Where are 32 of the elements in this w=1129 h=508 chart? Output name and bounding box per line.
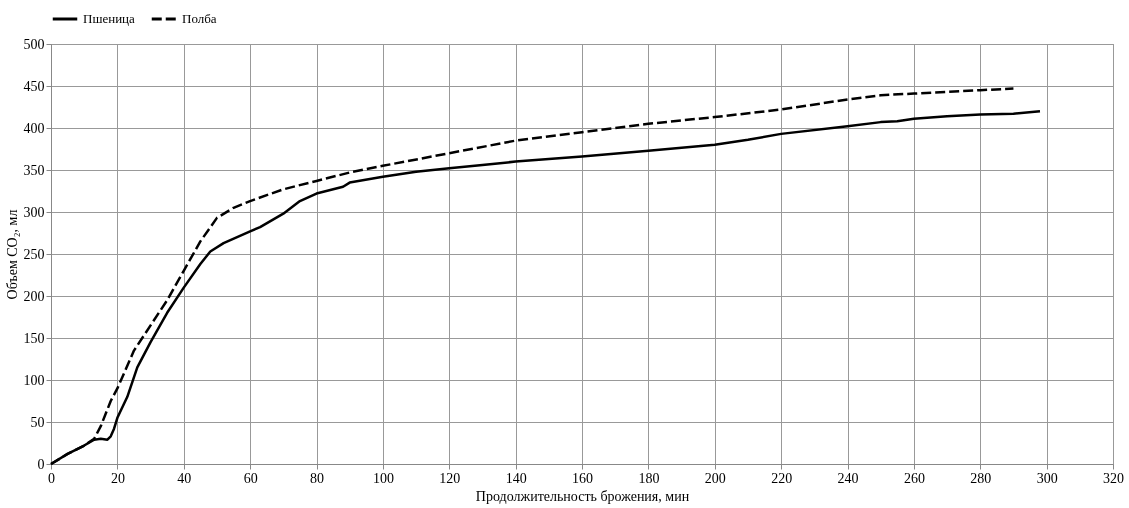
x-tick-label: 260 bbox=[903, 470, 925, 486]
y-tick-label: 50 bbox=[30, 414, 45, 430]
x-tick-label: 220 bbox=[771, 470, 793, 486]
x-tick-label: 40 bbox=[177, 470, 192, 486]
x-tick-label: 320 bbox=[1103, 470, 1124, 486]
y-tick-label: 100 bbox=[23, 372, 45, 388]
x-axis-title: Продолжительность брожения, мин bbox=[475, 488, 690, 504]
legend-label: Полба bbox=[182, 11, 217, 26]
x-tick-label: 60 bbox=[243, 470, 258, 486]
x-tick-label: 140 bbox=[505, 470, 527, 486]
y-axis-title: Объем CO₂, мл bbox=[4, 209, 20, 300]
x-tick-label: 100 bbox=[372, 470, 394, 486]
x-tick-label: 0 bbox=[48, 470, 55, 486]
y-tick-label: 300 bbox=[23, 204, 45, 220]
x-tick-label: 160 bbox=[572, 470, 593, 486]
x-tick-label: 80 bbox=[310, 470, 324, 486]
x-tick-label: 280 bbox=[970, 470, 992, 486]
x-tick-label: 180 bbox=[638, 470, 660, 486]
y-tick-label: 150 bbox=[23, 330, 45, 346]
y-tick-label: 250 bbox=[23, 246, 45, 262]
x-tick-label: 20 bbox=[110, 470, 125, 486]
x-tick-label: 240 bbox=[837, 470, 859, 486]
y-tick-label: 350 bbox=[23, 162, 45, 178]
y-tick-label: 200 bbox=[23, 288, 45, 304]
y-tick-label: 0 bbox=[37, 456, 45, 472]
x-tick-label: 200 bbox=[704, 470, 726, 486]
x-tick-label: 300 bbox=[1036, 470, 1058, 486]
y-tick-label: 450 bbox=[23, 78, 45, 94]
legend-label: Пшеница bbox=[83, 11, 136, 26]
y-tick-label: 400 bbox=[23, 120, 45, 136]
y-tick-label: 500 bbox=[23, 36, 45, 52]
x-tick-label: 120 bbox=[439, 470, 461, 486]
